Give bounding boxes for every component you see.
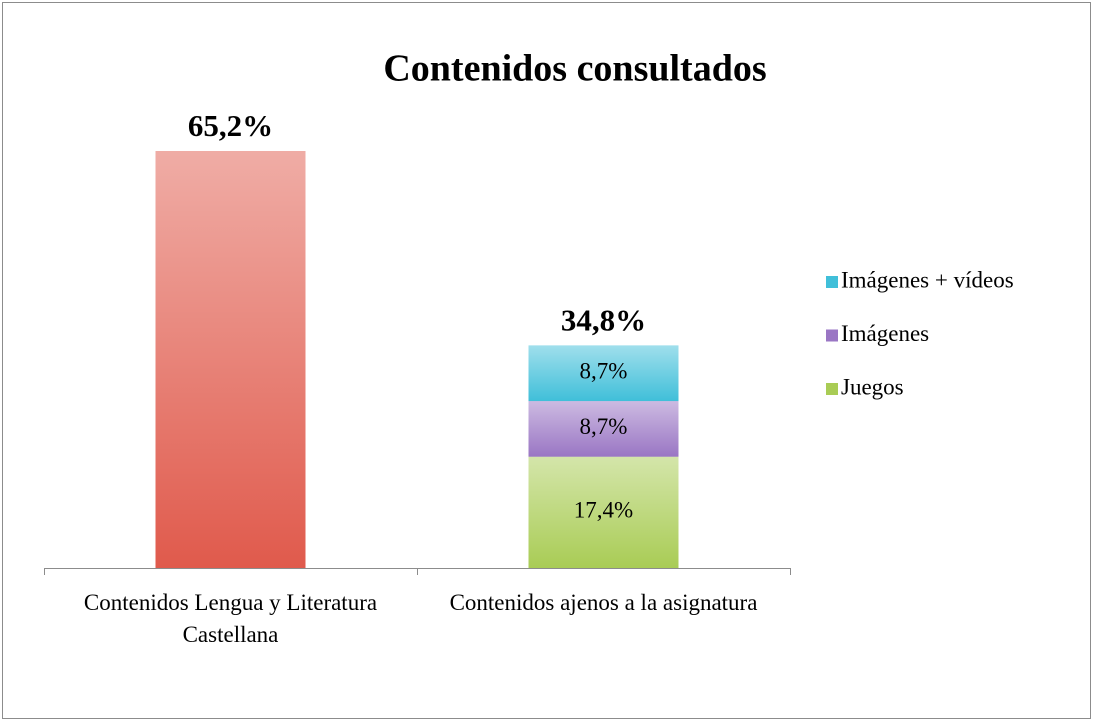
bar-shine [528,401,679,457]
x-tick-label: Contenidos ajenos a la asignatura [449,590,758,615]
data-label: 8,7% [580,414,628,439]
bar-shine [528,345,679,402]
total-label: 65,2% [188,108,273,143]
bar-shine [155,151,306,568]
chart-title: Contenidos consultados [383,48,766,90]
x-tick-label: Contenidos Lengua y Literatura Castellan… [83,590,378,647]
total-label: 34,8% [561,303,646,338]
data-label: 8,7% [580,359,628,384]
legend-label: Imágenes [841,321,929,346]
legend-swatch [826,329,838,342]
legend-label: Imágenes + vídeos [841,267,1014,292]
legend-swatch [826,383,838,395]
data-label: 17,4% [574,498,633,523]
legend-swatch [826,276,838,288]
legend-label: Juegos [841,374,904,399]
bar-shine [528,456,679,568]
